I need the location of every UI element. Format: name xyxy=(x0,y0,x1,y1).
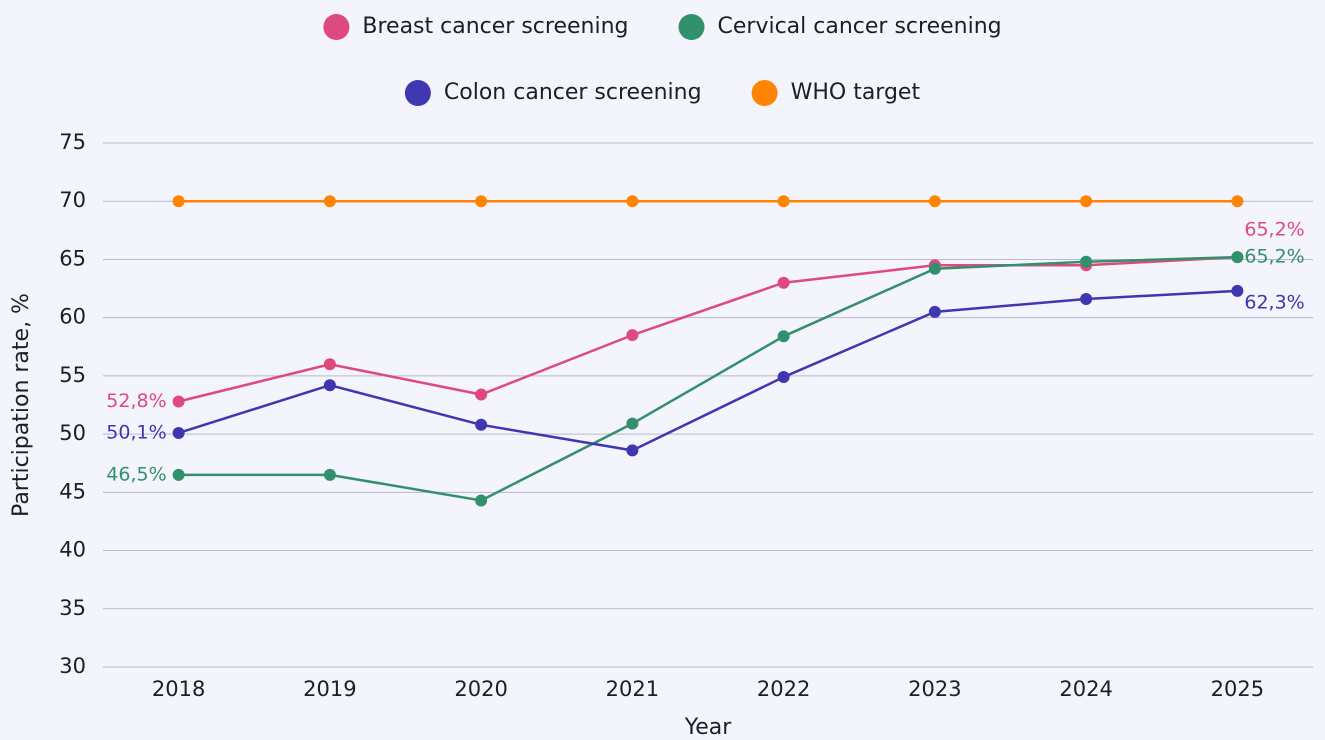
y-tick-label: 45 xyxy=(59,479,86,503)
data-point xyxy=(475,494,488,507)
legend-swatch xyxy=(678,14,705,40)
x-tick-label: 2022 xyxy=(757,677,810,701)
value-label: 62,3% xyxy=(1244,291,1304,313)
data-point xyxy=(626,195,639,208)
series-line xyxy=(178,289,1238,452)
value-label: 50,1% xyxy=(106,421,166,443)
data-point xyxy=(323,358,336,371)
y-tick-label: 60 xyxy=(59,305,86,329)
x-tick-label: 2021 xyxy=(606,677,659,701)
legend-swatch xyxy=(323,14,350,40)
data-point xyxy=(172,195,185,208)
data-point xyxy=(777,330,790,343)
x-tick-label: 2025 xyxy=(1211,677,1264,701)
data-point xyxy=(1231,251,1244,264)
value-label: 46,5% xyxy=(106,463,166,485)
y-tick-label: 40 xyxy=(59,538,86,562)
data-point xyxy=(475,195,488,208)
data-point xyxy=(777,276,790,289)
data-point xyxy=(777,195,790,208)
data-point xyxy=(928,305,941,318)
legend-row: Breast cancer screening Cervical cancer s… xyxy=(323,14,1002,40)
legend-label: WHO target xyxy=(791,80,921,105)
data-point xyxy=(928,195,941,208)
value-label: 65,2% xyxy=(1244,246,1304,268)
y-tick-label: 75 xyxy=(59,130,86,154)
x-axis-title: Year xyxy=(684,715,733,740)
y-tick-label: 30 xyxy=(59,654,86,678)
value-label: 65,2% xyxy=(1244,219,1304,241)
data-point xyxy=(172,395,185,408)
x-tick-label: 2018 xyxy=(152,677,205,701)
legend-label: Breast cancer screening xyxy=(362,14,628,39)
data-point xyxy=(626,444,639,457)
data-point xyxy=(323,195,336,208)
data-point xyxy=(1080,293,1093,306)
y-tick-label: 35 xyxy=(59,596,86,620)
series-line xyxy=(178,255,1238,502)
data-point xyxy=(626,329,639,342)
data-point xyxy=(475,418,488,431)
x-tick-label: 2020 xyxy=(454,677,507,701)
y-tick-label: 70 xyxy=(59,188,86,212)
x-tick-label: 2024 xyxy=(1059,677,1112,701)
data-point xyxy=(1080,255,1093,268)
value-label: 52,8% xyxy=(106,390,166,412)
data-point xyxy=(475,388,488,401)
y-axis-title: Participation rate, % xyxy=(9,293,34,517)
data-point xyxy=(323,379,336,392)
legend-swatch xyxy=(404,80,431,106)
legend-label: Cervical cancer screening xyxy=(718,14,1002,39)
data-point xyxy=(626,417,639,430)
data-point xyxy=(172,468,185,481)
x-tick-label: 2019 xyxy=(303,677,356,701)
series-line xyxy=(178,255,1238,403)
data-point xyxy=(323,468,336,481)
legend-swatch xyxy=(751,80,778,106)
legend-label: Colon cancer screening xyxy=(444,80,702,105)
data-point xyxy=(1231,284,1244,297)
data-point xyxy=(172,426,185,439)
y-tick-label: 55 xyxy=(59,363,86,387)
x-tick-label: 2023 xyxy=(908,677,961,701)
legend-row: Colon cancer screening WHO target xyxy=(404,80,921,106)
data-point xyxy=(928,262,941,275)
y-tick-label: 65 xyxy=(59,246,86,270)
data-point xyxy=(777,371,790,384)
data-point xyxy=(1231,195,1244,208)
y-tick-label: 50 xyxy=(59,421,86,445)
data-point xyxy=(1080,195,1093,208)
